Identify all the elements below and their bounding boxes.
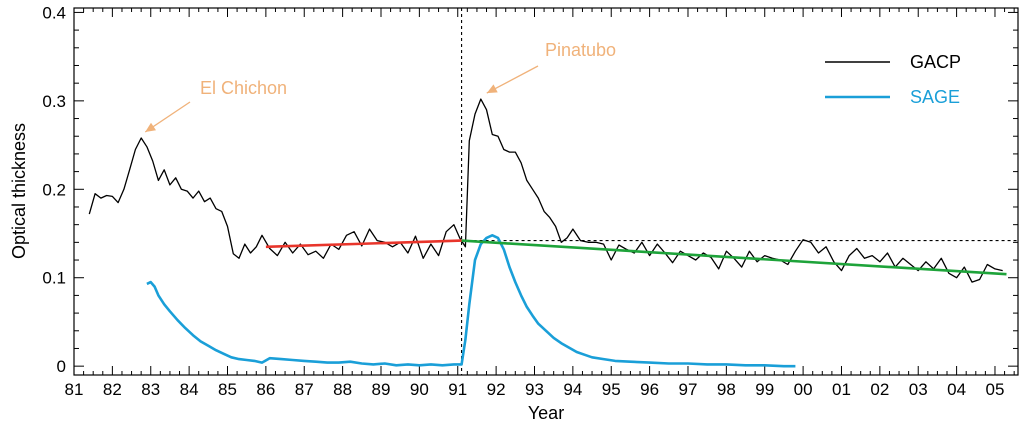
y-tick-label: 0.1 — [42, 269, 66, 288]
x-tick-label: 90 — [410, 380, 429, 399]
y-tick-label: 0.3 — [42, 92, 66, 111]
annotation-arrow-head — [145, 122, 156, 132]
y-tick-labels: 0 0.1 0.2 0.3 0.4 — [42, 3, 66, 376]
x-tick-label: 04 — [947, 380, 966, 399]
x-tick-label: 84 — [180, 380, 199, 399]
x-tick-label: 00 — [794, 380, 813, 399]
legend: GACP SAGE — [825, 52, 961, 107]
x-tick-label: 85 — [218, 380, 237, 399]
x-tick-label: 81 — [65, 380, 84, 399]
legend-label-sage: SAGE — [910, 87, 960, 107]
x-tick-label: 91 — [448, 380, 467, 399]
x-tick-label: 02 — [870, 380, 889, 399]
x-tick-label: 86 — [256, 380, 275, 399]
y-tick-label: 0.2 — [42, 180, 66, 199]
x-tick-label: 97 — [679, 380, 698, 399]
plot-frame — [73, 7, 1019, 376]
x-tick-label: 89 — [372, 380, 391, 399]
x-tick-label: 93 — [525, 380, 544, 399]
x-tick-label: 87 — [295, 380, 314, 399]
x-axis-title: Year — [528, 403, 564, 423]
x-tick-label: 92 — [487, 380, 506, 399]
legend-label-gacp: GACP — [910, 52, 961, 72]
y-axis-title: Optical thickness — [9, 123, 29, 259]
x-tick-label: 96 — [640, 380, 659, 399]
trend-line-post-pinatubo — [461, 239, 1007, 276]
annotation-arrow-head — [486, 84, 498, 94]
x-tick-label: 98 — [717, 380, 736, 399]
x-tick-labels: 81 82 83 84 85 86 87 88 89 90 91 92 93 94 95 96 97 98 99 00… — [65, 380, 1005, 399]
sage-series-line — [146, 234, 796, 368]
x-tick-label: 88 — [333, 380, 352, 399]
x-tick-label: 03 — [909, 380, 928, 399]
annotation-label: Pinatubo — [545, 40, 616, 60]
x-tick-label: 99 — [755, 380, 774, 399]
x-tick-label: 01 — [832, 380, 851, 399]
x-tick-label: 82 — [103, 380, 122, 399]
trend-line-pre-pinatubo — [265, 239, 462, 249]
annotations: El Chichon Pinatubo — [144, 40, 616, 133]
y-tick-label: 0.4 — [42, 3, 66, 22]
x-tick-label: 95 — [602, 380, 621, 399]
x-tick-label: 05 — [986, 380, 1005, 399]
x-tick-label: 83 — [141, 380, 160, 399]
gacp-series-line — [88, 98, 1003, 283]
annotation-label: El Chichon — [200, 78, 287, 98]
reference-lines — [461, 8, 1018, 375]
data-series — [88, 98, 1007, 368]
y-tick-label: 0 — [57, 357, 66, 376]
x-tick-label: 94 — [563, 380, 582, 399]
axis-ticks — [73, 8, 1018, 375]
